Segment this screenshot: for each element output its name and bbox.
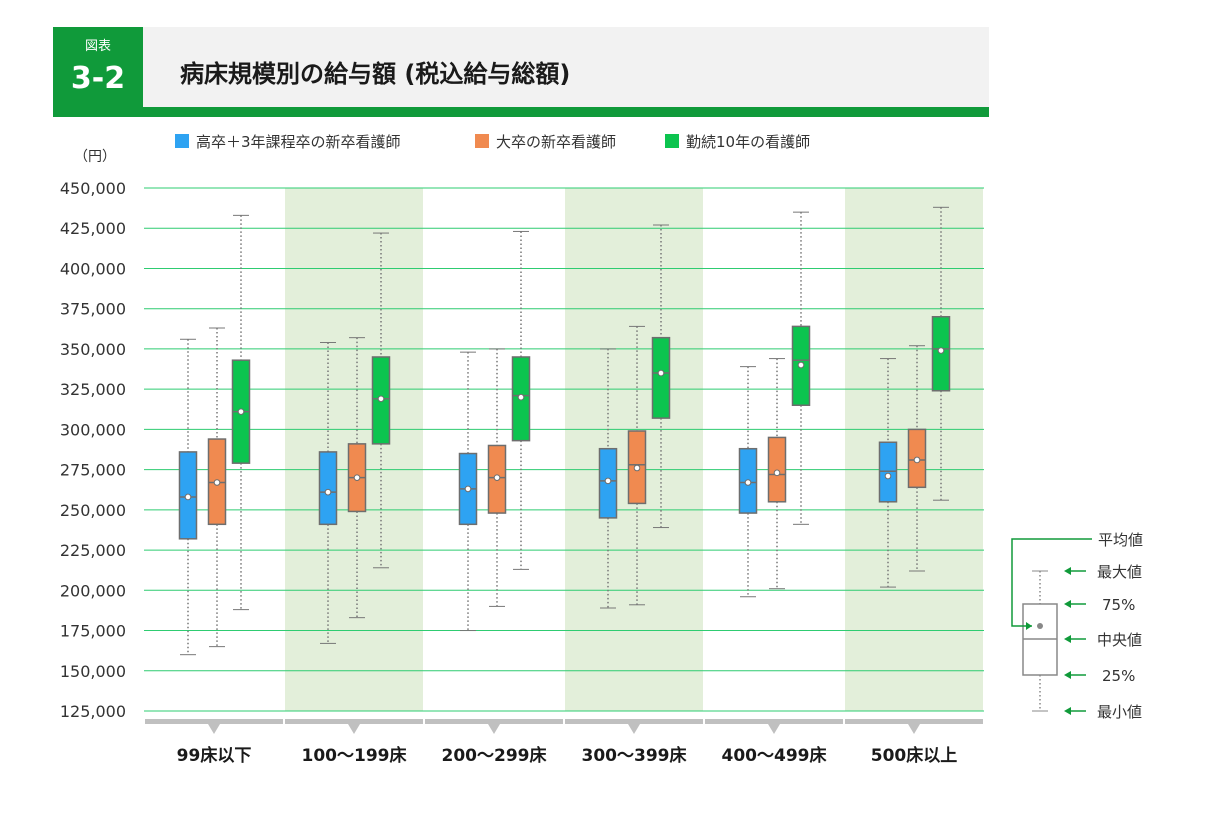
x-axis-segment bbox=[845, 719, 983, 724]
key-mean-connector bbox=[1011, 538, 1092, 627]
legend-item-series-2: 大卒の新卒看護師 bbox=[475, 132, 617, 151]
y-tick-label: 325,000 bbox=[60, 380, 126, 399]
legend-item-series-1: 高卒＋3年課程卒の新卒看護師 bbox=[175, 132, 401, 151]
legend-item-series-3: 勤続10年の看護師 bbox=[665, 132, 811, 151]
legend-label-series-1: 高卒＋3年課程卒の新卒看護師 bbox=[196, 132, 401, 151]
x-axis-segment bbox=[285, 719, 423, 724]
x-tick-label: 200～299床 bbox=[442, 745, 548, 766]
mean-marker bbox=[773, 469, 781, 477]
x-axis-marker bbox=[908, 724, 920, 734]
x-axis-marker bbox=[208, 724, 220, 734]
legend-swatch-blue bbox=[175, 134, 189, 148]
key-arrow-head bbox=[1064, 567, 1071, 575]
mean-marker bbox=[464, 485, 472, 493]
chart-title: 病床規模別の給与額 (税込給与総額) bbox=[180, 60, 571, 88]
y-tick-label: 350,000 bbox=[60, 340, 126, 359]
x-axis-segment bbox=[425, 719, 563, 724]
key-label-median: 中央値 bbox=[1097, 631, 1142, 649]
figure-badge-label: 図表 bbox=[84, 39, 111, 54]
x-tick-label: 500床以上 bbox=[871, 745, 958, 766]
legend-swatch-green bbox=[665, 134, 679, 148]
key-label-min: 最小値 bbox=[1097, 703, 1142, 721]
mean-marker bbox=[517, 393, 525, 401]
x-axis-marker bbox=[348, 724, 360, 734]
key-label-max: 最大値 bbox=[1097, 563, 1142, 581]
mean-marker bbox=[797, 361, 805, 369]
x-axis-marker bbox=[628, 724, 640, 734]
x-axis-segment bbox=[565, 719, 703, 724]
legend-label-series-2: 大卒の新卒看護師 bbox=[496, 132, 617, 151]
mean-marker bbox=[884, 472, 892, 480]
header-accent-bar bbox=[53, 107, 989, 117]
mean-marker bbox=[744, 479, 752, 486]
box bbox=[651, 336, 671, 419]
legend-swatch-orange bbox=[475, 134, 489, 148]
x-tick-label: 100～199床 bbox=[302, 745, 408, 766]
mean-marker bbox=[913, 456, 921, 464]
x-axis-segment bbox=[145, 719, 283, 724]
mean-marker bbox=[184, 493, 192, 501]
mean-marker bbox=[633, 464, 641, 472]
x-axis-marker bbox=[768, 724, 780, 734]
y-tick-label: 250,000 bbox=[60, 501, 126, 520]
key-label-mean: 平均値 bbox=[1098, 531, 1143, 549]
mean-marker bbox=[237, 408, 245, 415]
key-arrow-head bbox=[1064, 707, 1071, 715]
key-label-q1: 25% bbox=[1102, 667, 1135, 685]
key-label-q3: 75% bbox=[1102, 596, 1135, 614]
key-arrow-head bbox=[1064, 600, 1071, 608]
mean-marker bbox=[937, 347, 945, 354]
y-tick-label: 125,000 bbox=[60, 702, 126, 721]
y-tick-label: 150,000 bbox=[60, 662, 126, 681]
key-arrow-head bbox=[1064, 635, 1071, 643]
mean-marker bbox=[213, 479, 221, 486]
y-tick-label: 200,000 bbox=[60, 581, 126, 600]
key-mean-arrow bbox=[1026, 622, 1032, 630]
mean-marker bbox=[657, 369, 665, 377]
mean-marker bbox=[324, 488, 332, 496]
y-tick-label: 275,000 bbox=[60, 461, 126, 480]
y-tick-label: 300,000 bbox=[60, 420, 126, 439]
legend-label-series-3: 勤続10年の看護師 bbox=[686, 132, 811, 151]
mean-marker bbox=[493, 474, 501, 481]
mean-marker bbox=[377, 395, 385, 403]
box bbox=[878, 441, 898, 503]
key-arrow-head bbox=[1064, 671, 1071, 679]
y-tick-label: 450,000 bbox=[60, 179, 126, 198]
x-tick-label: 400～499床 bbox=[722, 745, 828, 766]
y-tick-label: 400,000 bbox=[60, 259, 126, 278]
y-tick-label: 225,000 bbox=[60, 541, 126, 560]
key-mean-dot bbox=[1037, 623, 1043, 629]
x-axis-segment bbox=[705, 719, 843, 724]
figure-badge-number: 3-2 bbox=[70, 61, 126, 96]
y-tick-label: 425,000 bbox=[60, 219, 126, 238]
mean-marker bbox=[604, 477, 612, 485]
x-tick-label: 99床以下 bbox=[177, 745, 252, 766]
x-axis-marker bbox=[488, 724, 500, 734]
y-tick-label: 375,000 bbox=[60, 300, 126, 319]
y-tick-label: 175,000 bbox=[60, 622, 126, 641]
y-axis-unit: （円） bbox=[74, 149, 116, 165]
x-tick-label: 300～399床 bbox=[582, 745, 688, 766]
box bbox=[318, 451, 338, 526]
figure-badge: 図表 3-2 bbox=[53, 27, 143, 107]
header-background bbox=[53, 27, 989, 107]
mean-marker bbox=[353, 474, 361, 481]
